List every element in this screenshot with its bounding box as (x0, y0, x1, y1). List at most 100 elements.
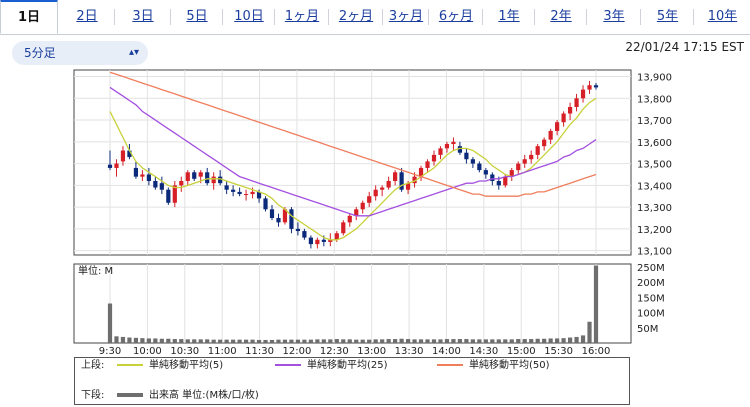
y-tick-label: 13,900 (637, 73, 672, 84)
candle-body (354, 209, 359, 216)
volume-bar (393, 339, 398, 343)
volume-bar (153, 338, 158, 343)
candle-body (438, 148, 443, 155)
candle-body (140, 174, 145, 177)
tab-2[interactable]: 2日 (76, 9, 98, 24)
tab-3[interactable]: 3日 (132, 9, 154, 24)
volume-bar (587, 321, 592, 343)
candle-body (516, 163, 521, 171)
legend-upper-label: 上段: (81, 360, 105, 371)
candle-body (587, 85, 592, 90)
volume-bar (295, 339, 301, 343)
x-tick-label: 14:30 (469, 346, 498, 357)
tab-4[interactable]: 5日 (186, 9, 208, 24)
x-tick-label: 13:30 (395, 346, 424, 357)
tab-13[interactable]: 5年 (656, 9, 679, 24)
y-tick-label: 13,600 (637, 138, 672, 149)
volume-bar (418, 339, 424, 343)
tab-1[interactable]: 1日 (0, 0, 58, 34)
x-tick-label: 12:00 (283, 346, 312, 357)
x-tick-label: 12:30 (320, 346, 349, 357)
tab-14[interactable]: 10年 (707, 9, 738, 24)
candle-body (243, 194, 249, 196)
volume-bar (477, 339, 482, 343)
volume-bar (172, 339, 177, 343)
volume-bar (127, 337, 132, 343)
tab-separator (114, 9, 115, 25)
candle-body (380, 187, 385, 190)
y-tick-label: 13,400 (637, 181, 672, 192)
candle-body (496, 181, 501, 186)
x-tick-label: 10:30 (170, 346, 199, 357)
tab-separator (274, 9, 275, 25)
tab-12[interactable]: 3年 (603, 9, 625, 24)
legend-ma25-label: 単純移動平均(25) (307, 360, 388, 371)
volume-bar (341, 339, 346, 343)
candle-body (269, 209, 275, 218)
volume-bar (580, 335, 586, 343)
candle-body (464, 152, 469, 160)
volume-bar (347, 339, 352, 343)
candle-body (393, 172, 398, 181)
tab-8[interactable]: 3ヶ月 (388, 9, 424, 24)
volume-bar (334, 339, 339, 343)
volume-bar (561, 338, 566, 343)
volume-bar (457, 339, 463, 343)
legend-ma50: 単純移動平均(50) (437, 358, 550, 374)
volume-tick-label: 100M (637, 309, 665, 320)
y-tick-label: 13,300 (637, 203, 672, 214)
volume-bar (503, 339, 508, 343)
x-tick-label: 9:30 (99, 346, 121, 357)
interval-select[interactable]: 5分足 ▴▾ (12, 41, 148, 65)
volume-bar (256, 339, 262, 343)
volume-bar (269, 339, 275, 343)
tab-7[interactable]: 2ヶ月 (338, 9, 374, 24)
volume-bar (120, 336, 126, 343)
candle-body (321, 239, 326, 242)
candle-body (114, 163, 119, 168)
candle-body (276, 218, 281, 223)
tab-11[interactable]: 2年 (550, 9, 572, 24)
x-tick-label: 11:00 (208, 346, 237, 357)
volume-bar (593, 265, 599, 343)
candle-body (127, 150, 132, 158)
volume-bar (516, 339, 521, 343)
volume-bar (166, 338, 171, 343)
tab-9[interactable]: 6ヶ月 (438, 9, 474, 24)
legend-volume: 出来高 単位:(M株/口/枚) (117, 388, 259, 404)
volume-bar (185, 339, 190, 343)
ma50-line (109, 71, 597, 197)
candle-body (295, 228, 301, 232)
candle-body (555, 122, 560, 131)
candle-body (211, 176, 216, 184)
volume-bar (140, 338, 145, 343)
candle-body (282, 209, 288, 223)
tab-10[interactable]: 1年 (498, 9, 520, 24)
volume-bar (133, 337, 139, 343)
candle-body (412, 176, 417, 184)
volume-bar (231, 339, 236, 343)
candle-body (308, 237, 313, 245)
legend-volume-label: 出来高 単位:(M株/口/枚) (149, 390, 259, 401)
candle-body (302, 231, 307, 238)
candle-body (367, 196, 372, 203)
y-tick-label: 13,200 (637, 225, 672, 236)
candle-body (107, 164, 113, 168)
volume-bar (444, 339, 450, 343)
tab-6[interactable]: 1ヶ月 (284, 9, 320, 24)
legend-ma5: 単純移動平均(5) (117, 358, 223, 374)
volume-bar (224, 339, 229, 343)
candle-body (120, 150, 126, 162)
volume-bar (574, 336, 579, 343)
candle-body (529, 154, 534, 160)
tab-5[interactable]: 10日 (234, 9, 264, 24)
candle-body (315, 239, 320, 245)
legend-lower-row: 下段: 出来高 単位:(M株/口/枚) (75, 388, 629, 404)
volume-bar (464, 339, 469, 343)
tab-separator (693, 9, 694, 25)
candle-body (580, 89, 586, 99)
volume-bar (198, 339, 203, 343)
volume-bar (438, 339, 443, 343)
candle-body (328, 239, 333, 242)
